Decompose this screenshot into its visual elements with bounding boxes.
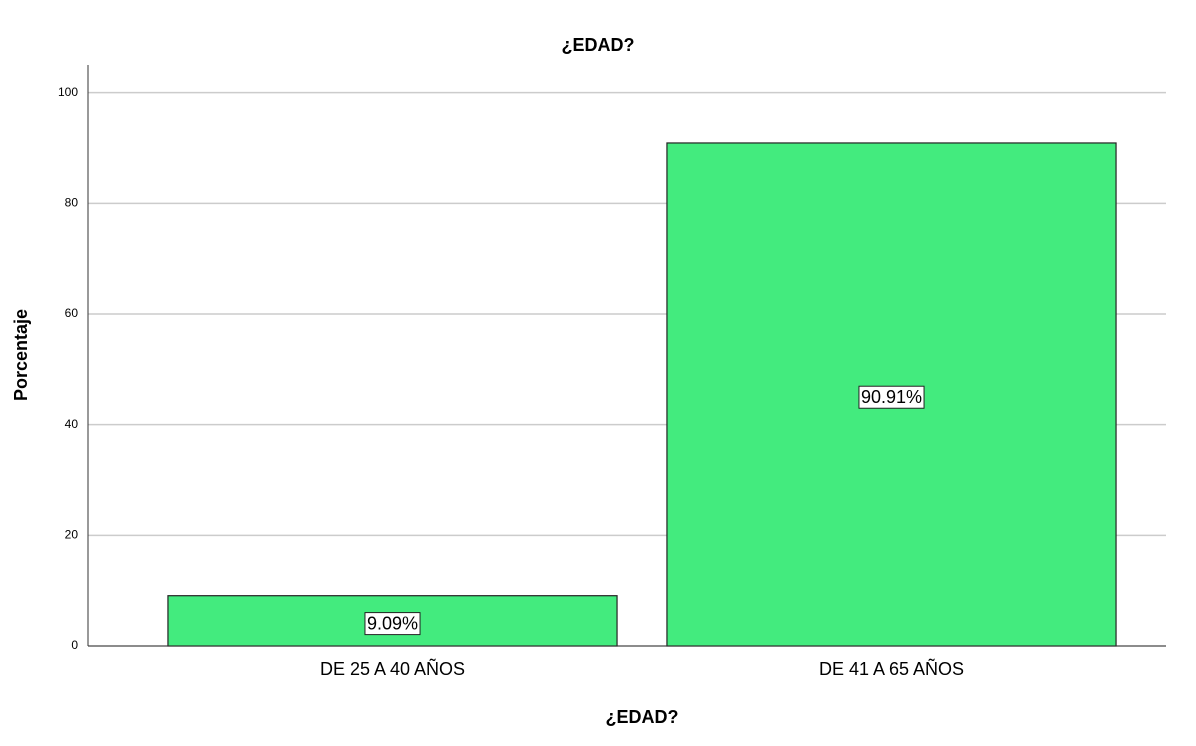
y-tick-label: 40 (65, 417, 79, 431)
y-tick-label: 80 (65, 196, 79, 210)
x-tick-label: DE 25 A 40 AÑOS (320, 658, 465, 679)
value-label: 90.91% (861, 387, 922, 407)
x-axis-label: ¿EDAD? (606, 707, 679, 727)
y-tick-label: 60 (65, 306, 79, 320)
y-tick-label: 20 (65, 528, 79, 542)
value-label-box (364, 612, 421, 636)
value-label-box (858, 385, 925, 409)
value-label: 9.09% (367, 614, 418, 634)
y-axis-label: Porcentaje (11, 309, 31, 401)
chart-title: ¿EDAD? (562, 35, 635, 55)
y-tick-label: 100 (58, 85, 78, 99)
y-tick-label: 0 (71, 638, 78, 652)
x-tick-label: DE 41 A 65 AÑOS (819, 658, 964, 679)
